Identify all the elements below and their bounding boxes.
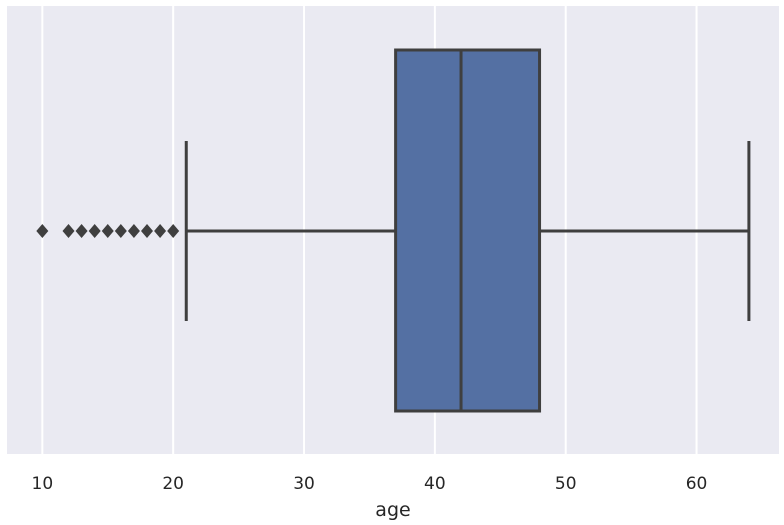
outlier-point	[88, 224, 101, 238]
x-tick-label: 50	[555, 474, 577, 494]
box-plot	[36, 48, 751, 413]
outlier-point	[75, 224, 88, 238]
x-tick-label: 40	[424, 474, 446, 494]
outlier-point	[62, 224, 75, 238]
interquartile-box	[394, 48, 542, 413]
x-axis-ticks: 10 20 30 40 50 60	[32, 474, 708, 494]
x-tick-label: 30	[293, 474, 315, 494]
x-tick-label: 10	[32, 474, 54, 494]
outlier-point	[154, 224, 167, 238]
outlier-point	[141, 224, 154, 238]
outlier-point	[101, 224, 114, 238]
outlier-point	[167, 224, 180, 238]
x-tick-label: 20	[162, 474, 184, 494]
outlier-point	[114, 224, 127, 238]
x-tick-label: 60	[686, 474, 708, 494]
x-axis-label: age	[375, 499, 410, 521]
outlier-point	[36, 224, 49, 238]
outlier-point	[127, 224, 140, 238]
